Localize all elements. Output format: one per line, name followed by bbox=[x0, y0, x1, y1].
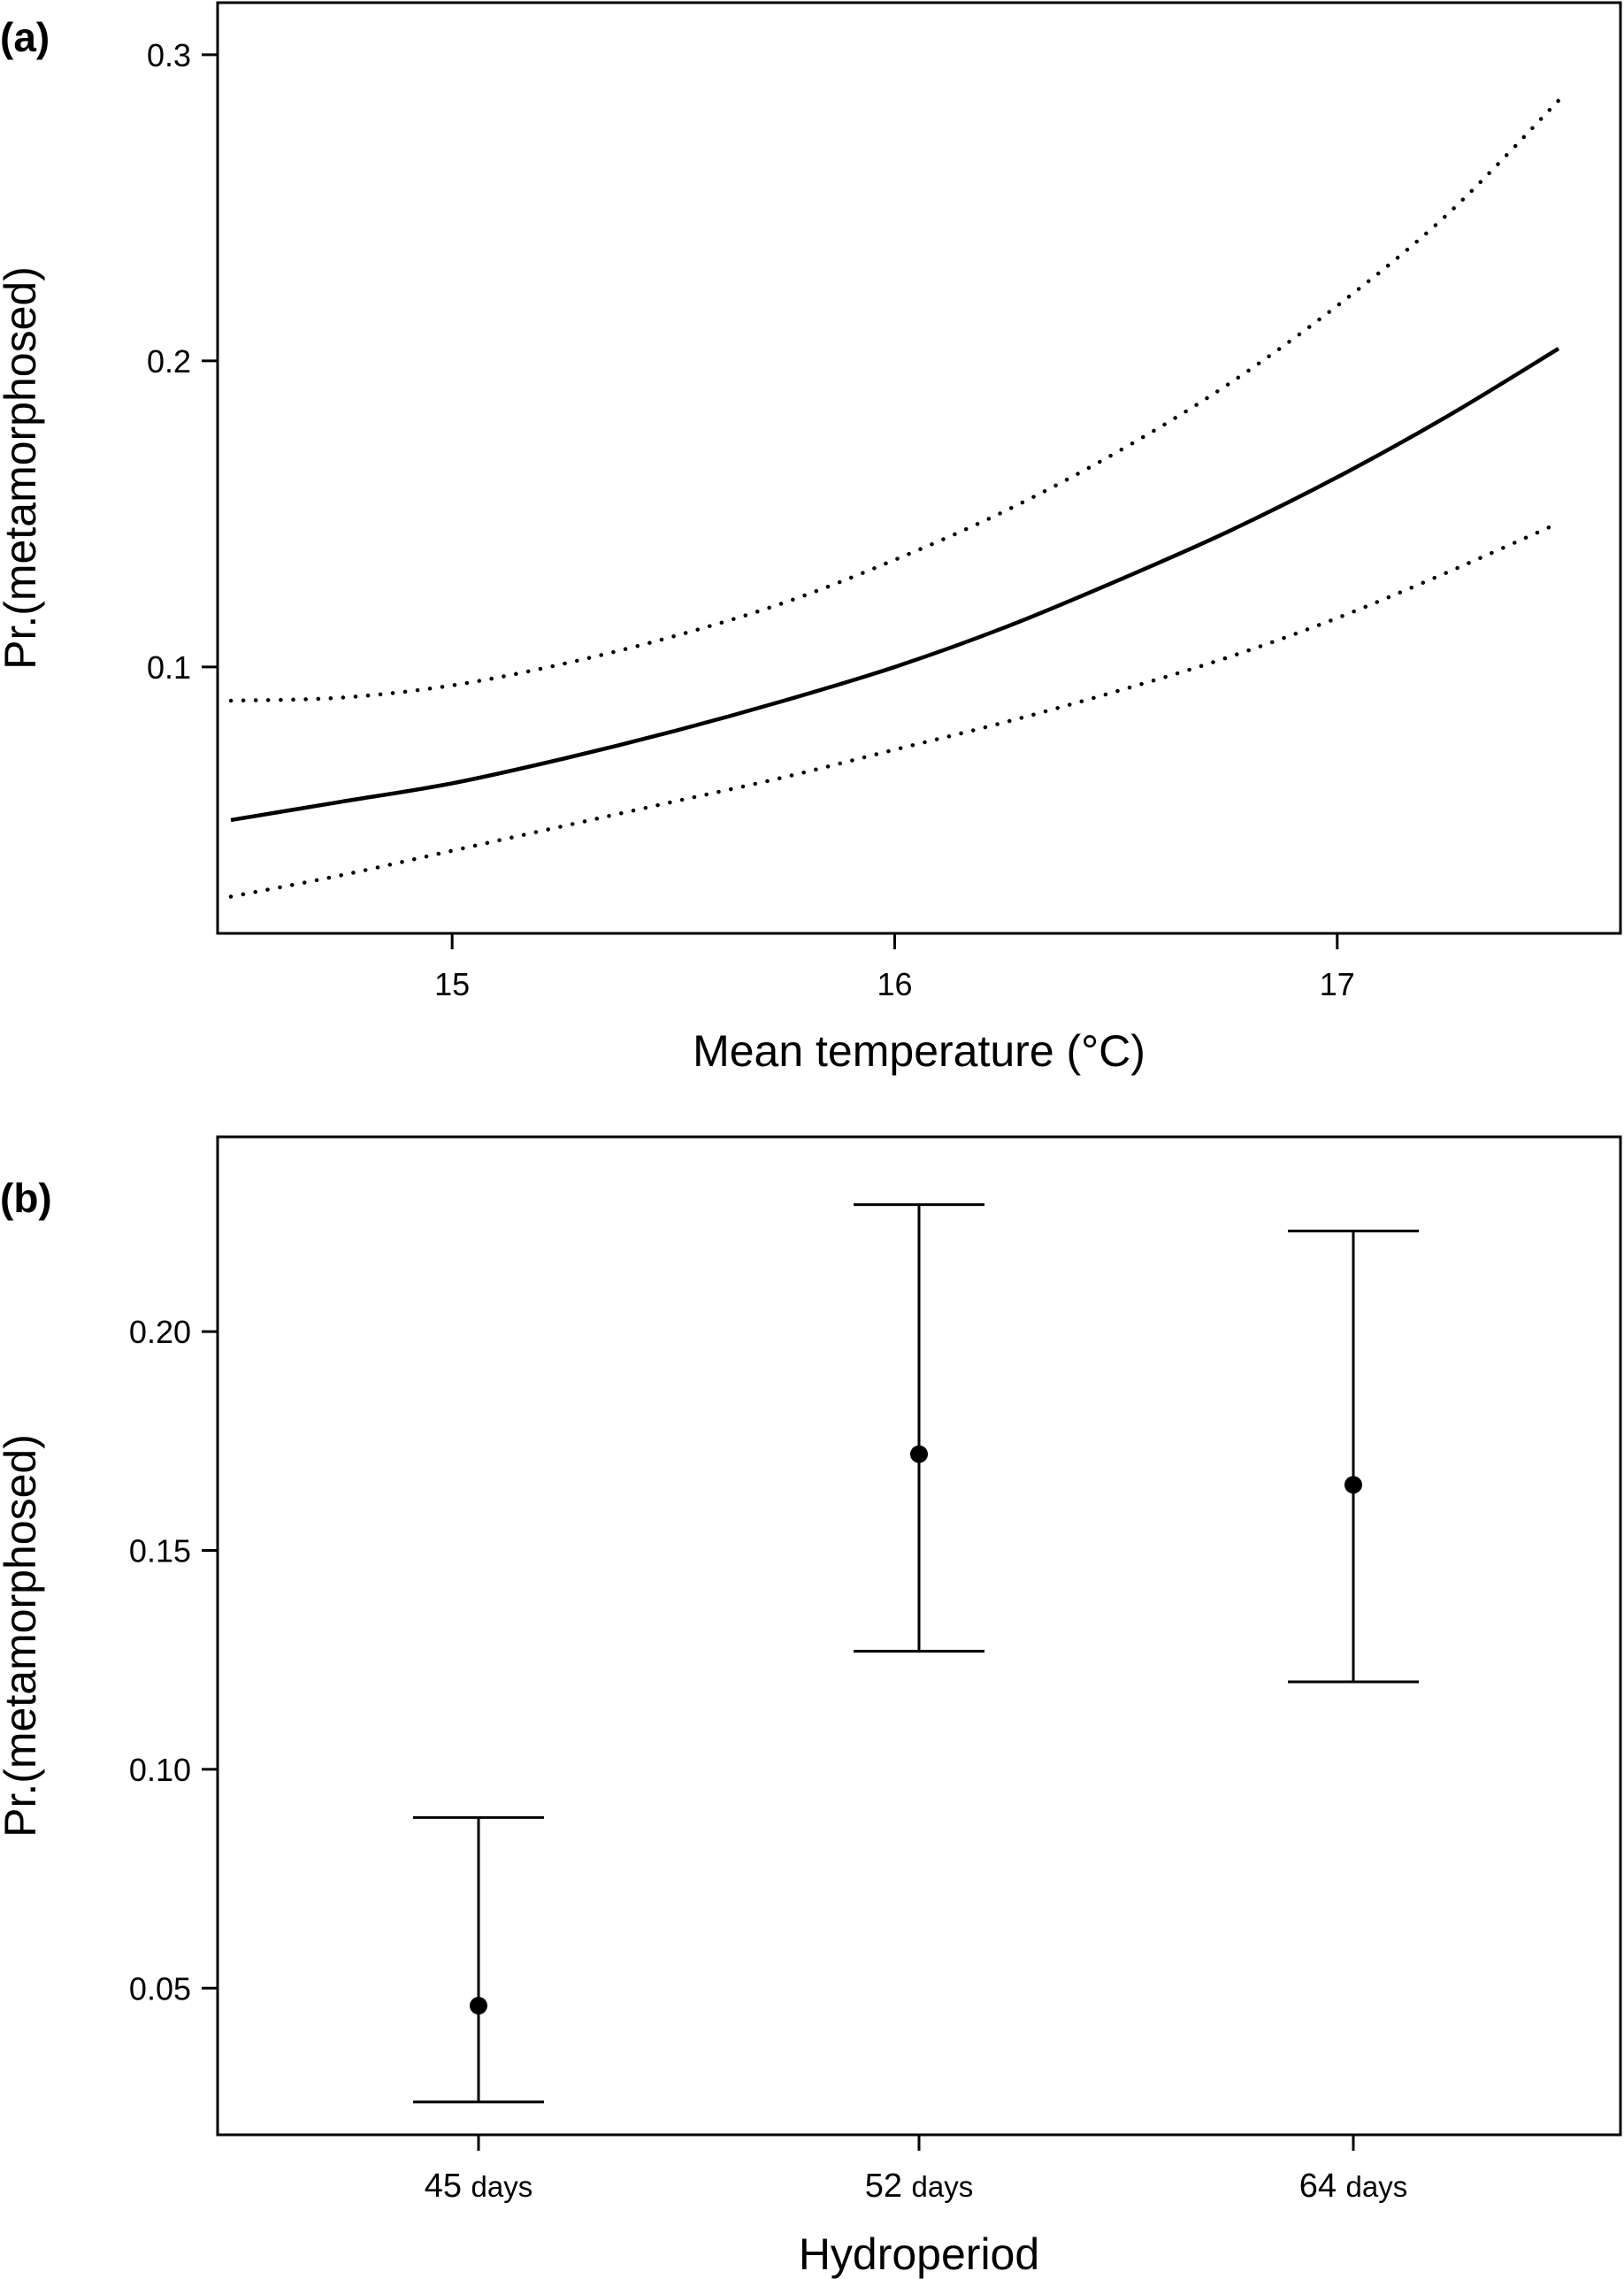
panel-a-x-axis-title: Mean temperature (°C) bbox=[693, 1026, 1145, 1076]
panel-b-x-axis-title: Hydroperiod bbox=[799, 2229, 1039, 2279]
panel-a-y-tick-label: 0.2 bbox=[147, 343, 191, 380]
panel-a-lower-line bbox=[228, 521, 1561, 899]
panel-b-y-axis-title: Pr.(metamorphosed) bbox=[0, 1434, 45, 1838]
panel-a-x-tick-label: 15 bbox=[434, 966, 470, 1002]
panel-b-y-tick-label: 0.20 bbox=[129, 1314, 191, 1350]
panel-a-y-axis: 0.1 0.2 0.3 bbox=[147, 37, 218, 686]
panel-b-y-tick-label: 0.05 bbox=[129, 1970, 191, 2007]
panel-a-estimate-line bbox=[230, 347, 1560, 823]
panel-b-x-axis: 45 days 52 days 64 days bbox=[425, 2135, 1408, 2205]
panel-a-plot-frame bbox=[216, 1, 1622, 935]
panel-a-y-tick-label: 0.1 bbox=[147, 649, 191, 686]
panel-a-y-axis-title: Pr.(metamorphosed) bbox=[0, 266, 45, 670]
panel-a-label: (a) bbox=[0, 14, 50, 60]
panel-b-x-tick-label: 52 days bbox=[865, 2168, 974, 2205]
panel-b-point bbox=[470, 1997, 487, 2015]
panel-b-point bbox=[910, 1445, 928, 1463]
panel-a-x-axis: 15 16 17 bbox=[434, 933, 1355, 1002]
panel-b-y-tick-label: 0.10 bbox=[129, 1752, 191, 1788]
panel-a-x-tick-label: 17 bbox=[1320, 966, 1355, 1002]
panel-b-x-tick-label: 45 days bbox=[425, 2168, 533, 2205]
panel-b-x-tick-label: 64 days bbox=[1299, 2168, 1408, 2205]
panel-a-upper-line bbox=[228, 98, 1561, 703]
panel-b-points bbox=[413, 1203, 1419, 2104]
panel-b-label: (b) bbox=[0, 1175, 52, 1221]
panel-b-hydroperiod-chart: (b) 45 days 52 days 64 days 0.050.100.150.… bbox=[0, 1135, 1622, 2279]
panel-b-y-tick-label: 0.15 bbox=[129, 1533, 191, 1569]
panel-a-y-tick-label: 0.3 bbox=[147, 37, 191, 73]
panel-a-series bbox=[228, 98, 1561, 899]
panel-a-x-tick-label: 16 bbox=[877, 966, 912, 1002]
panel-b-point bbox=[1344, 1476, 1362, 1494]
panel-a-temperature-chart: (a) 15 16 17 0.1 0.2 0.3 Mean temperature (°… bbox=[0, 1, 1622, 1076]
panel-b-y-axis: 0.05 0.10 0.15 0.20 bbox=[129, 1314, 218, 2007]
